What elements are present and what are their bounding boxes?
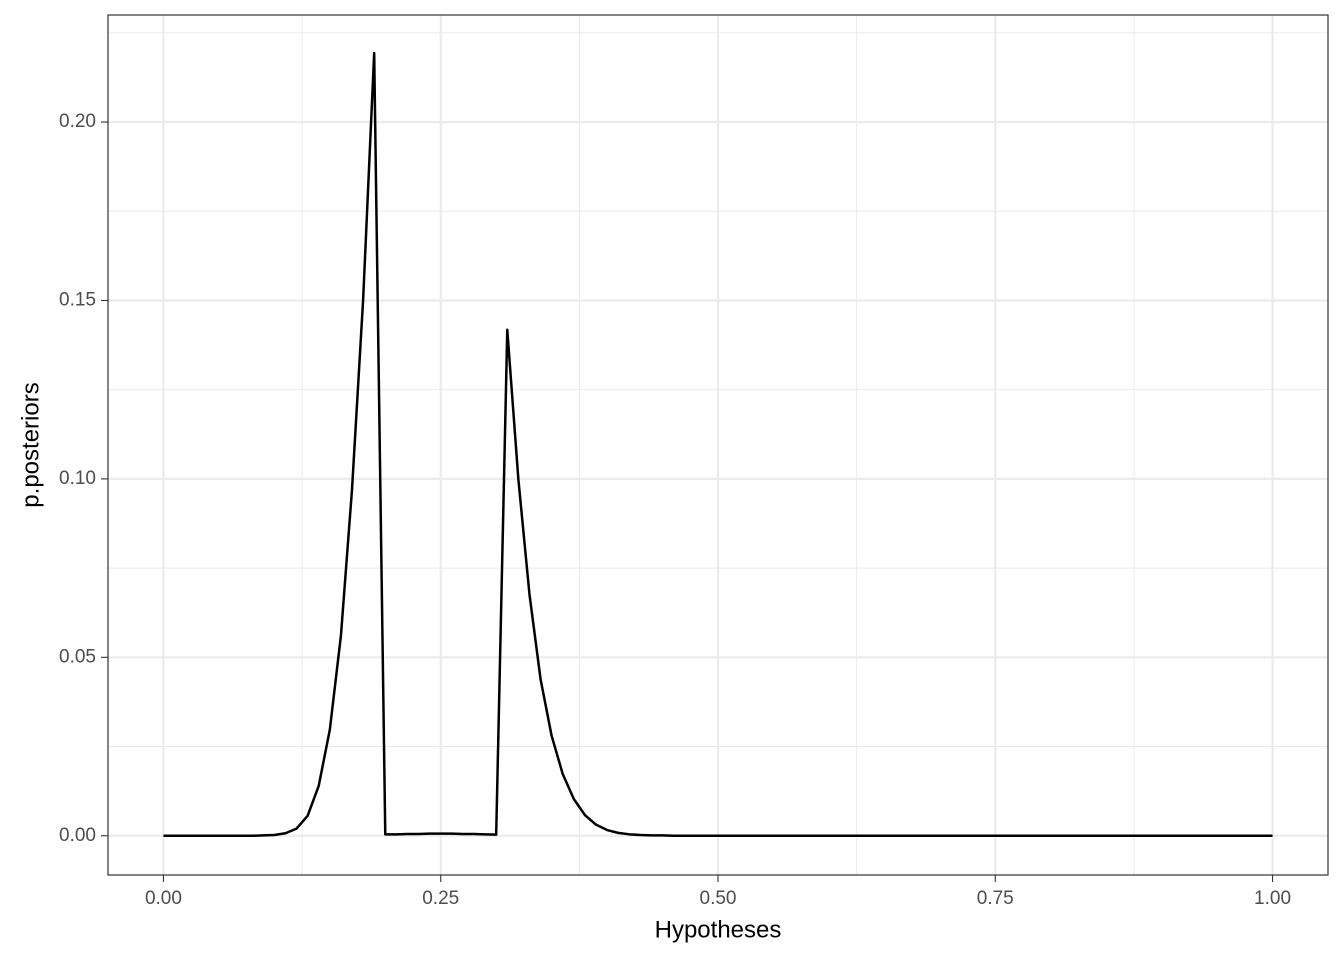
y-tick-label: 0.20 [59,111,96,132]
y-axis-title: p.posteriors [17,382,44,507]
x-tick-label: 0.75 [977,888,1014,909]
data-line [163,51,1273,837]
x-axis-title: Hypotheses [655,916,782,943]
y-tick-label: 0.15 [59,289,96,310]
x-tick-label: 0.25 [422,888,459,909]
x-tick-label: 0.00 [145,888,182,909]
x-tick-label: 1.00 [1254,888,1291,909]
y-tick-label: 0.00 [59,825,96,846]
panel-border [107,14,1329,876]
y-tick-label: 0.05 [59,646,96,667]
y-tick-label: 0.10 [59,468,96,489]
x-tick-label: 0.50 [700,888,737,909]
